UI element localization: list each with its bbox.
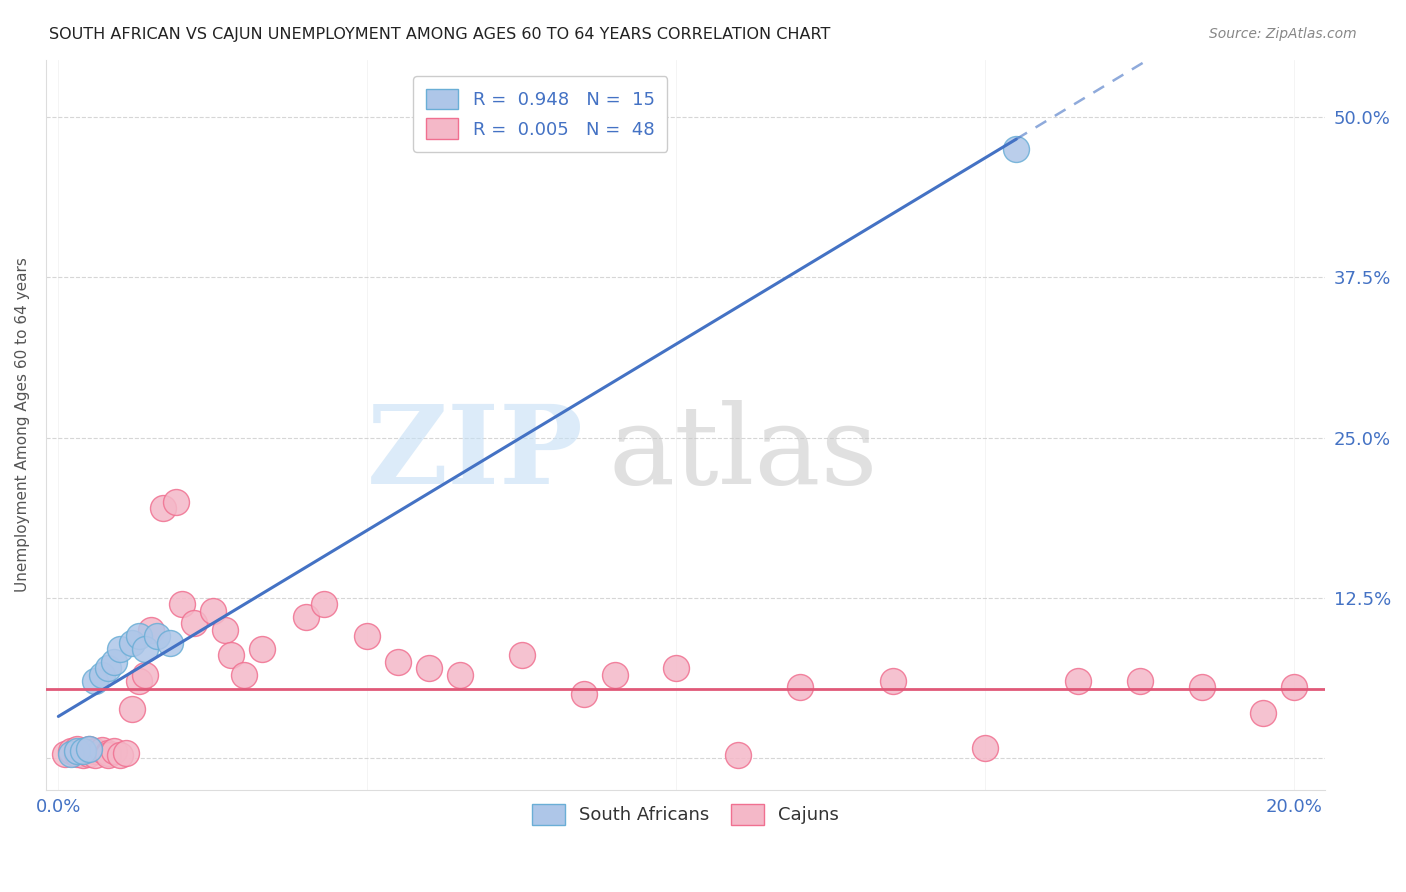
Point <box>134 642 156 657</box>
Point <box>572 687 595 701</box>
Point <box>59 747 82 761</box>
Point <box>103 744 125 758</box>
Text: ZIP: ZIP <box>367 401 583 508</box>
Y-axis label: Unemployment Among Ages 60 to 64 years: Unemployment Among Ages 60 to 64 years <box>15 257 30 592</box>
Point <box>603 667 626 681</box>
Point <box>134 667 156 681</box>
Point <box>1253 706 1275 720</box>
Point <box>84 748 107 763</box>
Text: atlas: atlas <box>609 401 879 508</box>
Point <box>727 748 749 763</box>
Point <box>1067 673 1090 688</box>
Point <box>72 748 94 763</box>
Point <box>108 642 131 657</box>
Point <box>66 744 89 758</box>
Text: SOUTH AFRICAN VS CAJUN UNEMPLOYMENT AMONG AGES 60 TO 64 YEARS CORRELATION CHART: SOUTH AFRICAN VS CAJUN UNEMPLOYMENT AMON… <box>49 27 831 42</box>
Point <box>59 744 82 758</box>
Point <box>1284 681 1306 695</box>
Point <box>97 661 120 675</box>
Point <box>121 702 143 716</box>
Point <box>146 629 169 643</box>
Point <box>170 597 193 611</box>
Point <box>121 635 143 649</box>
Point <box>314 597 336 611</box>
Point <box>139 623 162 637</box>
Point <box>665 661 688 675</box>
Legend: South Africans, Cajuns: South Africans, Cajuns <box>522 793 849 836</box>
Point <box>201 603 224 617</box>
Text: Source: ZipAtlas.com: Source: ZipAtlas.com <box>1209 27 1357 41</box>
Point <box>90 667 112 681</box>
Point <box>449 667 471 681</box>
Point <box>77 742 100 756</box>
Point <box>789 681 811 695</box>
Point <box>128 629 150 643</box>
Point <box>84 673 107 688</box>
Point <box>232 667 254 681</box>
Point <box>183 616 205 631</box>
Point <box>72 744 94 758</box>
Point <box>1129 673 1152 688</box>
Point <box>77 747 100 761</box>
Point <box>252 642 274 657</box>
Point <box>97 746 120 760</box>
Point <box>128 673 150 688</box>
Point <box>1005 142 1028 156</box>
Point <box>159 635 181 649</box>
Point <box>510 648 533 663</box>
Point <box>115 746 138 760</box>
Point <box>1191 681 1213 695</box>
Point <box>66 747 89 761</box>
Point <box>165 494 187 508</box>
Point <box>974 740 997 755</box>
Point <box>72 744 94 758</box>
Point <box>66 742 89 756</box>
Point <box>152 501 174 516</box>
Point <box>108 748 131 763</box>
Point <box>418 661 440 675</box>
Point <box>356 629 378 643</box>
Point <box>214 623 236 637</box>
Point <box>84 744 107 758</box>
Point <box>103 655 125 669</box>
Point <box>53 747 76 761</box>
Point <box>77 742 100 756</box>
Point <box>90 743 112 757</box>
Point <box>97 748 120 763</box>
Point <box>882 673 904 688</box>
Point <box>221 648 243 663</box>
Point <box>387 655 409 669</box>
Point <box>294 610 316 624</box>
